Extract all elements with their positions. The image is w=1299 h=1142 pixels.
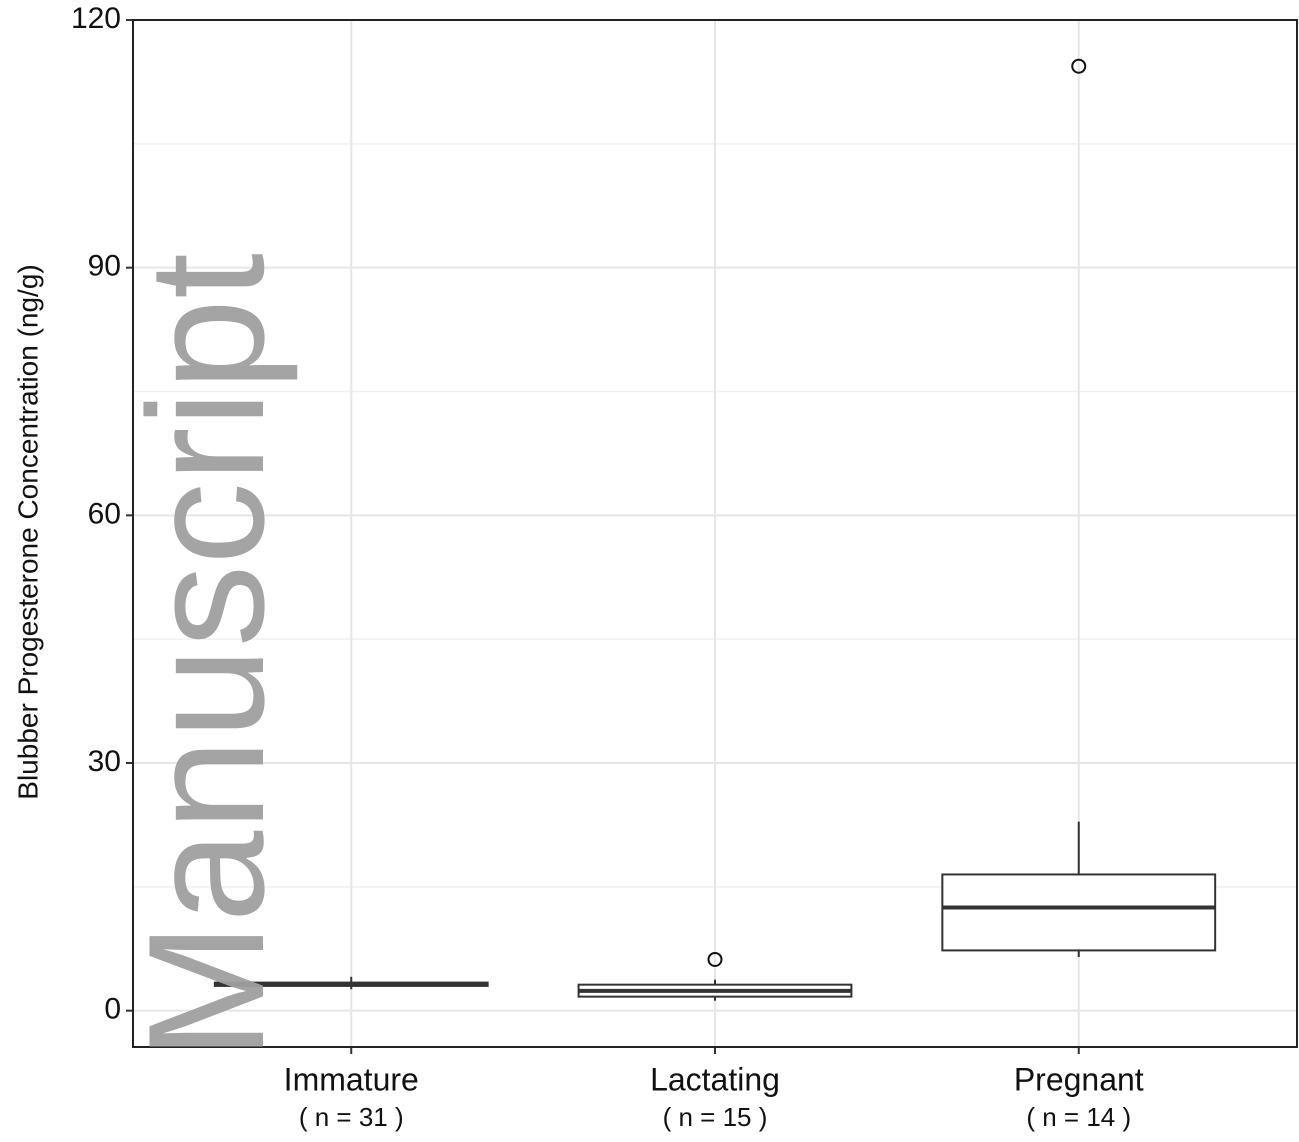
x-tick-label: Pregnant bbox=[1014, 1061, 1144, 1097]
x-sublabel: ( n = 14 ) bbox=[1026, 1102, 1131, 1132]
y-tick-label: 120 bbox=[71, 2, 121, 35]
y-tick-label: 0 bbox=[104, 993, 121, 1026]
y-tick-label: 30 bbox=[88, 745, 121, 778]
y-tick-label: 90 bbox=[88, 250, 121, 283]
y-axis-title: Blubber Progesterone Concentration (ng/g… bbox=[12, 264, 43, 799]
x-sublabel: ( n = 31 ) bbox=[299, 1102, 404, 1132]
x-tick-label: Lactating bbox=[650, 1061, 780, 1097]
watermark: Manuscript bbox=[114, 253, 298, 1060]
box bbox=[941, 873, 1217, 952]
x-tick-label: Immature bbox=[284, 1061, 419, 1097]
outlier bbox=[707, 951, 723, 967]
y-tick-label: 60 bbox=[88, 497, 121, 530]
x-sublabel: ( n = 15 ) bbox=[663, 1102, 768, 1132]
plot-border bbox=[132, 19, 1298, 1048]
outlier bbox=[1071, 58, 1087, 74]
